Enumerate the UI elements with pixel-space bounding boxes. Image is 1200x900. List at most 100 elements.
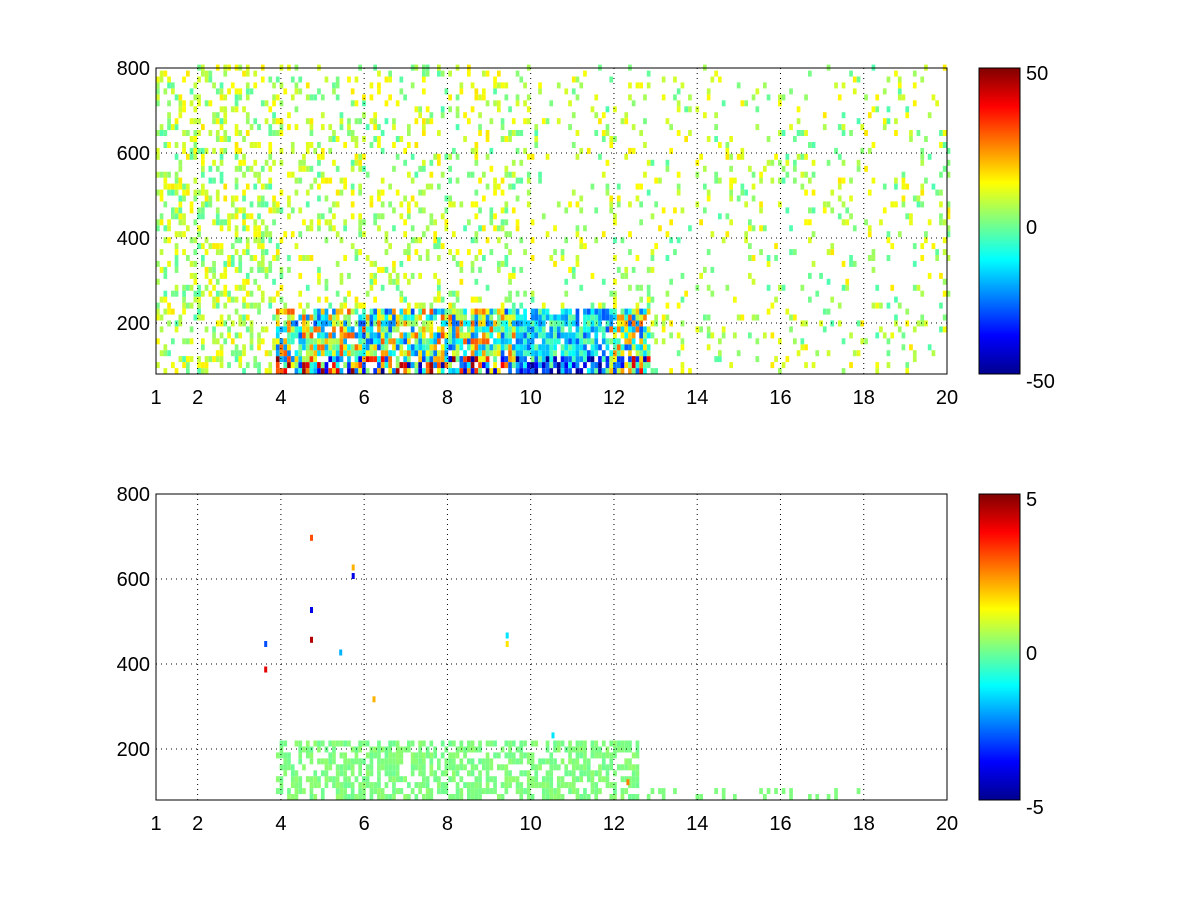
heatmap-cell [163, 142, 168, 148]
heatmap-cell [733, 296, 737, 303]
heatmap-cell [519, 740, 524, 747]
heatmap-cell [639, 183, 643, 190]
heatmap-cell [478, 314, 482, 321]
heatmap-cell [343, 740, 347, 747]
heatmap-cell [290, 314, 295, 321]
heatmap-cell [279, 284, 284, 291]
heatmap-cell [182, 296, 186, 303]
heatmap-cell [920, 320, 925, 327]
heatmap-cell [571, 338, 576, 345]
heatmap-cell [897, 326, 902, 333]
heatmap-cell [309, 344, 314, 351]
heatmap-cell [643, 308, 647, 315]
heatmap-cell [332, 362, 336, 369]
heatmap-cell [320, 177, 325, 184]
heatmap-cell [646, 332, 651, 339]
heatmap-cell [242, 284, 246, 291]
heatmap-cell [182, 290, 186, 297]
heatmap-cell [609, 350, 614, 357]
heatmap-cell [253, 356, 258, 363]
heatmap-cell [320, 758, 325, 765]
heatmap-cell [298, 177, 303, 184]
heatmap-cell [328, 177, 333, 184]
heatmap-cell [631, 782, 636, 789]
heatmap-cell [399, 308, 404, 315]
heatmap-cell [515, 177, 520, 184]
heatmap-cell [272, 314, 276, 321]
heatmap-cell [313, 308, 318, 315]
heatmap-cell [526, 344, 531, 351]
heatmap-cell [260, 165, 265, 172]
heatmap-cell [257, 213, 261, 220]
heatmap-cell [650, 368, 655, 375]
heatmap-cell [568, 314, 572, 321]
heatmap-cell [324, 344, 329, 351]
heatmap-cell [620, 308, 625, 315]
heatmap-cell [680, 272, 685, 279]
heatmap-cell [568, 338, 572, 345]
heatmap-cell [751, 94, 756, 101]
heatmap-cell [163, 272, 168, 279]
heatmap-cell [620, 368, 625, 375]
heatmap-cell [249, 302, 254, 309]
heatmap-cell [384, 344, 389, 351]
heatmap-cell [545, 350, 550, 357]
heatmap-cell [223, 320, 228, 327]
heatmap-cell [511, 183, 516, 190]
heatmap-cell [811, 362, 816, 369]
heatmap-cell [616, 326, 621, 333]
x-tick-label: 14 [686, 387, 708, 409]
heatmap-cell [380, 368, 385, 375]
heatmap-cell [628, 350, 632, 357]
heatmap-cell [654, 177, 658, 184]
heatmap-cell [646, 290, 651, 297]
heatmap-cell [639, 338, 643, 345]
heatmap-cell [643, 326, 647, 333]
heatmap-cell [515, 195, 520, 202]
heatmap-cell [530, 782, 535, 789]
heatmap-cell [354, 332, 359, 339]
heatmap-cell [822, 112, 827, 119]
heatmap-cell [748, 165, 752, 172]
heatmap-cell [197, 356, 201, 363]
heatmap-cell [279, 189, 284, 196]
heatmap-cell [373, 272, 377, 279]
heatmap-cell [849, 213, 853, 220]
heatmap-cell [287, 764, 291, 771]
heatmap-cell [193, 153, 198, 160]
heatmap-cell [624, 112, 629, 119]
heatmap-cell [579, 332, 584, 339]
heatmap-cell [350, 758, 355, 765]
heatmap-cell [703, 266, 707, 273]
heatmap-cell [313, 314, 318, 321]
heatmap-cell [298, 165, 303, 172]
heatmap-cell [238, 130, 243, 136]
heatmap-cell [354, 142, 359, 148]
heatmap-cell [234, 308, 239, 315]
heatmap-cell [204, 272, 209, 279]
heatmap-cell [504, 740, 509, 747]
heatmap-cell [298, 272, 303, 279]
heatmap-cell [407, 368, 411, 375]
heatmap-cell [365, 368, 370, 375]
heatmap-cell [268, 231, 273, 238]
heatmap-cell [440, 770, 445, 777]
heatmap-cell [279, 159, 284, 166]
heatmap-cell [643, 338, 647, 345]
heatmap-cell [631, 266, 636, 273]
heatmap-cell [568, 344, 572, 351]
heatmap-cell [519, 314, 524, 321]
heatmap-cell [673, 207, 677, 214]
heatmap-cell [392, 788, 396, 795]
heatmap-cell [242, 207, 246, 214]
heatmap-cell [380, 338, 385, 345]
heatmap-cell [290, 794, 295, 800]
heatmap-cell [526, 189, 531, 196]
heatmap-cell [609, 362, 614, 369]
heatmap-cell [395, 344, 400, 351]
heatmap-cell [343, 332, 347, 339]
heatmap-cell [253, 362, 258, 369]
heatmap-cell [706, 88, 711, 95]
heatmap-cell [422, 302, 426, 309]
heatmap-cell [174, 124, 179, 131]
